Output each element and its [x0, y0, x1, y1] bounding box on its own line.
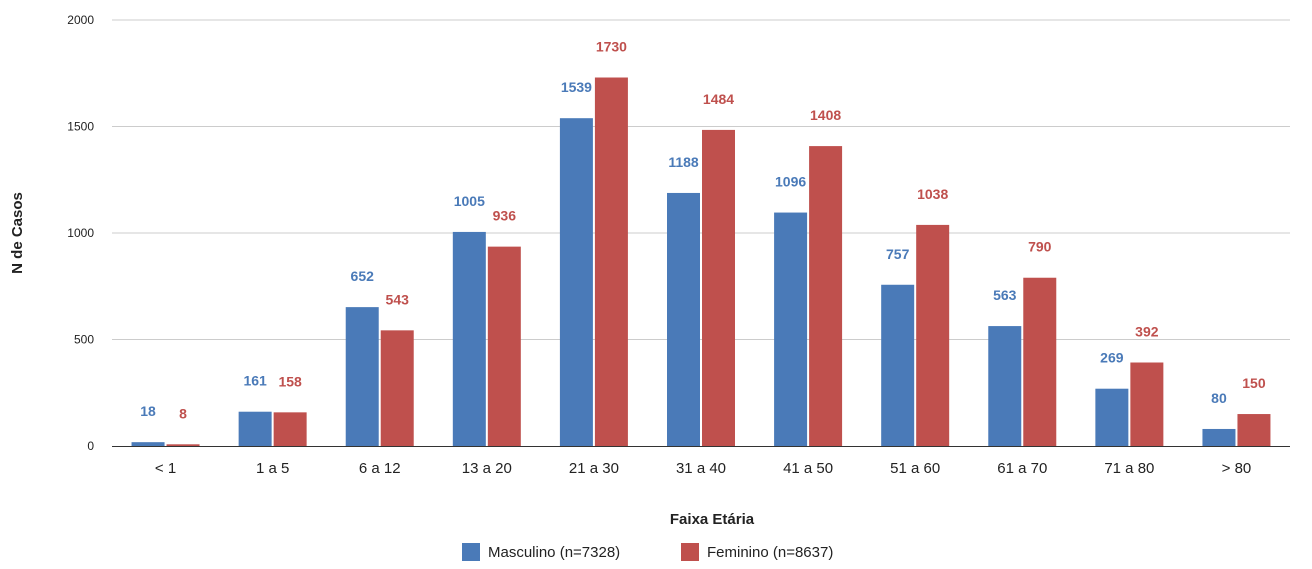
x-tick-label: 71 a 80: [1104, 460, 1154, 477]
y-tick-label-1000: 1000: [67, 226, 94, 240]
data-label-feminino: 543: [386, 291, 410, 307]
bar-masculino: [774, 213, 807, 446]
y-axis-ticks: 0 500 1000 1500 2000: [67, 13, 94, 453]
data-label-feminino: 392: [1135, 324, 1159, 340]
data-label-masculino: 563: [993, 287, 1017, 303]
x-tick-label: > 80: [1222, 460, 1252, 477]
bar-feminino: [274, 412, 307, 446]
data-label-masculino: 269: [1100, 350, 1124, 366]
data-label-feminino: 936: [493, 208, 517, 224]
bar-feminino: [1023, 278, 1056, 446]
x-tick-label: 41 a 50: [783, 460, 833, 477]
y-tick-label-500: 500: [74, 333, 94, 347]
bar-feminino: [381, 330, 414, 446]
legend-swatch-feminino: [681, 543, 699, 561]
bar-feminino: [488, 247, 521, 446]
bar-feminino: [916, 225, 949, 446]
data-label-masculino: 1539: [561, 79, 592, 95]
data-label-feminino: 8: [179, 405, 187, 421]
bar-feminino: [809, 146, 842, 446]
data-label-feminino: 1038: [917, 186, 948, 202]
bar-masculino: [239, 412, 272, 446]
data-label-masculino: 652: [351, 268, 375, 284]
bar-masculino: [881, 285, 914, 446]
y-tick-label-1500: 1500: [67, 120, 94, 134]
bar-masculino: [1095, 389, 1128, 446]
legend-swatch-masculino: [462, 543, 480, 561]
data-label-masculino: 161: [243, 373, 267, 389]
data-label-feminino: 158: [278, 373, 302, 389]
data-label-masculino: 1096: [775, 174, 806, 190]
bar-feminino: [702, 130, 735, 446]
data-label-feminino: 1484: [703, 91, 734, 107]
bar-feminino: [1237, 414, 1270, 446]
x-tick-label: 6 a 12: [359, 460, 401, 477]
bar-masculino: [132, 442, 165, 446]
x-axis-title: Faixa Etária: [670, 511, 755, 528]
data-label-feminino: 1730: [596, 39, 627, 55]
bar-feminino: [595, 78, 628, 446]
y-tick-label-2000: 2000: [67, 13, 94, 27]
y-axis-title: N de Casos: [9, 192, 26, 274]
bars: [132, 78, 1271, 446]
bar-masculino: [988, 326, 1021, 446]
x-tick-label: 51 a 60: [890, 460, 940, 477]
gridlines: [112, 20, 1290, 340]
data-label-feminino: 790: [1028, 239, 1052, 255]
data-label-masculino: 18: [140, 403, 156, 419]
legend-label-feminino: Feminino (n=8637): [707, 544, 833, 561]
bar-feminino: [1130, 363, 1163, 446]
x-tick-label: 61 a 70: [997, 460, 1047, 477]
bar-masculino: [560, 118, 593, 446]
data-label-masculino: 757: [886, 246, 910, 262]
data-label-feminino: 1408: [810, 107, 841, 123]
legend-label-masculino: Masculino (n=7328): [488, 544, 620, 561]
bar-masculino: [346, 307, 379, 446]
y-tick-label-0: 0: [87, 439, 94, 453]
data-label-feminino: 150: [1242, 375, 1266, 391]
x-axis-ticks: < 1 1 a 5 6 a 12 13 a 20 21 a 30 31 a 40 41 a …: [155, 460, 1251, 477]
bar-masculino: [667, 193, 700, 446]
bar-masculino: [453, 232, 486, 446]
data-label-masculino: 1005: [454, 193, 485, 209]
legend: Masculino (n=7328) Feminino (n=8637): [462, 543, 833, 561]
bar-masculino: [1202, 429, 1235, 446]
x-tick-label: < 1: [155, 460, 176, 477]
x-tick-label: 1 a 5: [256, 460, 289, 477]
x-tick-label: 21 a 30: [569, 460, 619, 477]
data-label-masculino: 1188: [668, 154, 699, 170]
x-tick-label: 31 a 40: [676, 460, 726, 477]
bar-feminino: [167, 444, 200, 446]
data-label-masculino: 80: [1211, 390, 1227, 406]
x-tick-label: 13 a 20: [462, 460, 512, 477]
